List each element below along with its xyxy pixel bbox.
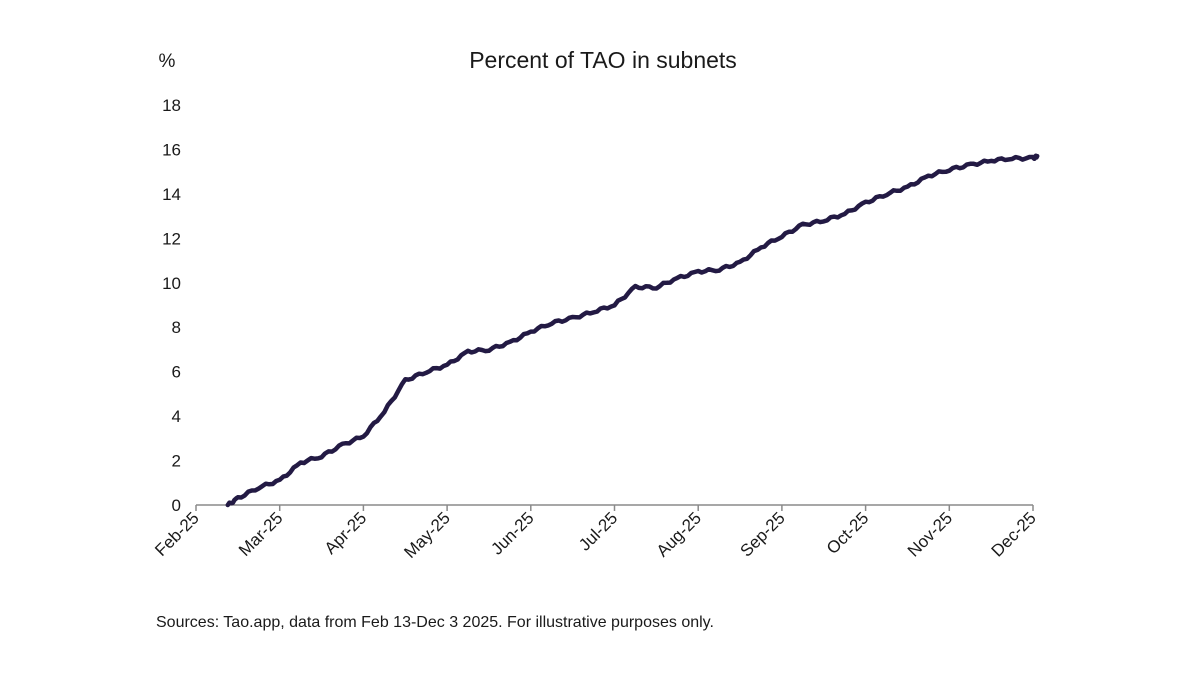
series-group bbox=[225, 153, 1040, 508]
y-tick-label: 6 bbox=[172, 363, 181, 382]
series-line bbox=[225, 153, 1040, 508]
y-tick-label: 14 bbox=[162, 185, 181, 204]
x-tick-label: Mar-25 bbox=[235, 508, 287, 560]
y-tick-label: 2 bbox=[172, 452, 181, 471]
chart-title: Percent of TAO in subnets bbox=[469, 47, 737, 73]
x-tick-label: Jun-25 bbox=[487, 508, 537, 558]
x-tick-label: Feb-25 bbox=[151, 508, 203, 560]
x-tick-label: Aug-25 bbox=[653, 508, 705, 560]
x-tick-label: Oct-25 bbox=[823, 508, 873, 558]
x-tick-label: Nov-25 bbox=[904, 508, 956, 560]
x-tick-label: Sep-25 bbox=[737, 508, 789, 560]
y-tick-label: 4 bbox=[172, 407, 181, 426]
x-tick-label: Jul-25 bbox=[575, 508, 621, 554]
y-tick-label: 16 bbox=[162, 140, 181, 159]
y-tick-label: 0 bbox=[172, 496, 181, 515]
y-tick-label: 18 bbox=[162, 96, 181, 115]
x-tick-label: May-25 bbox=[400, 508, 454, 562]
x-tick-label: Apr-25 bbox=[321, 508, 371, 558]
y-tick-label: 12 bbox=[162, 229, 181, 248]
source-note: Sources: Tao.app, data from Feb 13-Dec 3… bbox=[156, 614, 714, 631]
x-axis: Feb-25 Mar-25 Apr-25 May-25 Jun-25 Jul-25 Aug-… bbox=[151, 504, 1040, 562]
y-tick-label: 10 bbox=[162, 274, 181, 293]
y-axis-label: % bbox=[159, 51, 176, 72]
y-axis-ticks: 0 2 4 6 8 10 12 14 16 18 bbox=[162, 96, 181, 515]
x-tick-label: Dec-25 bbox=[988, 508, 1040, 560]
y-tick-label: 8 bbox=[172, 318, 181, 337]
